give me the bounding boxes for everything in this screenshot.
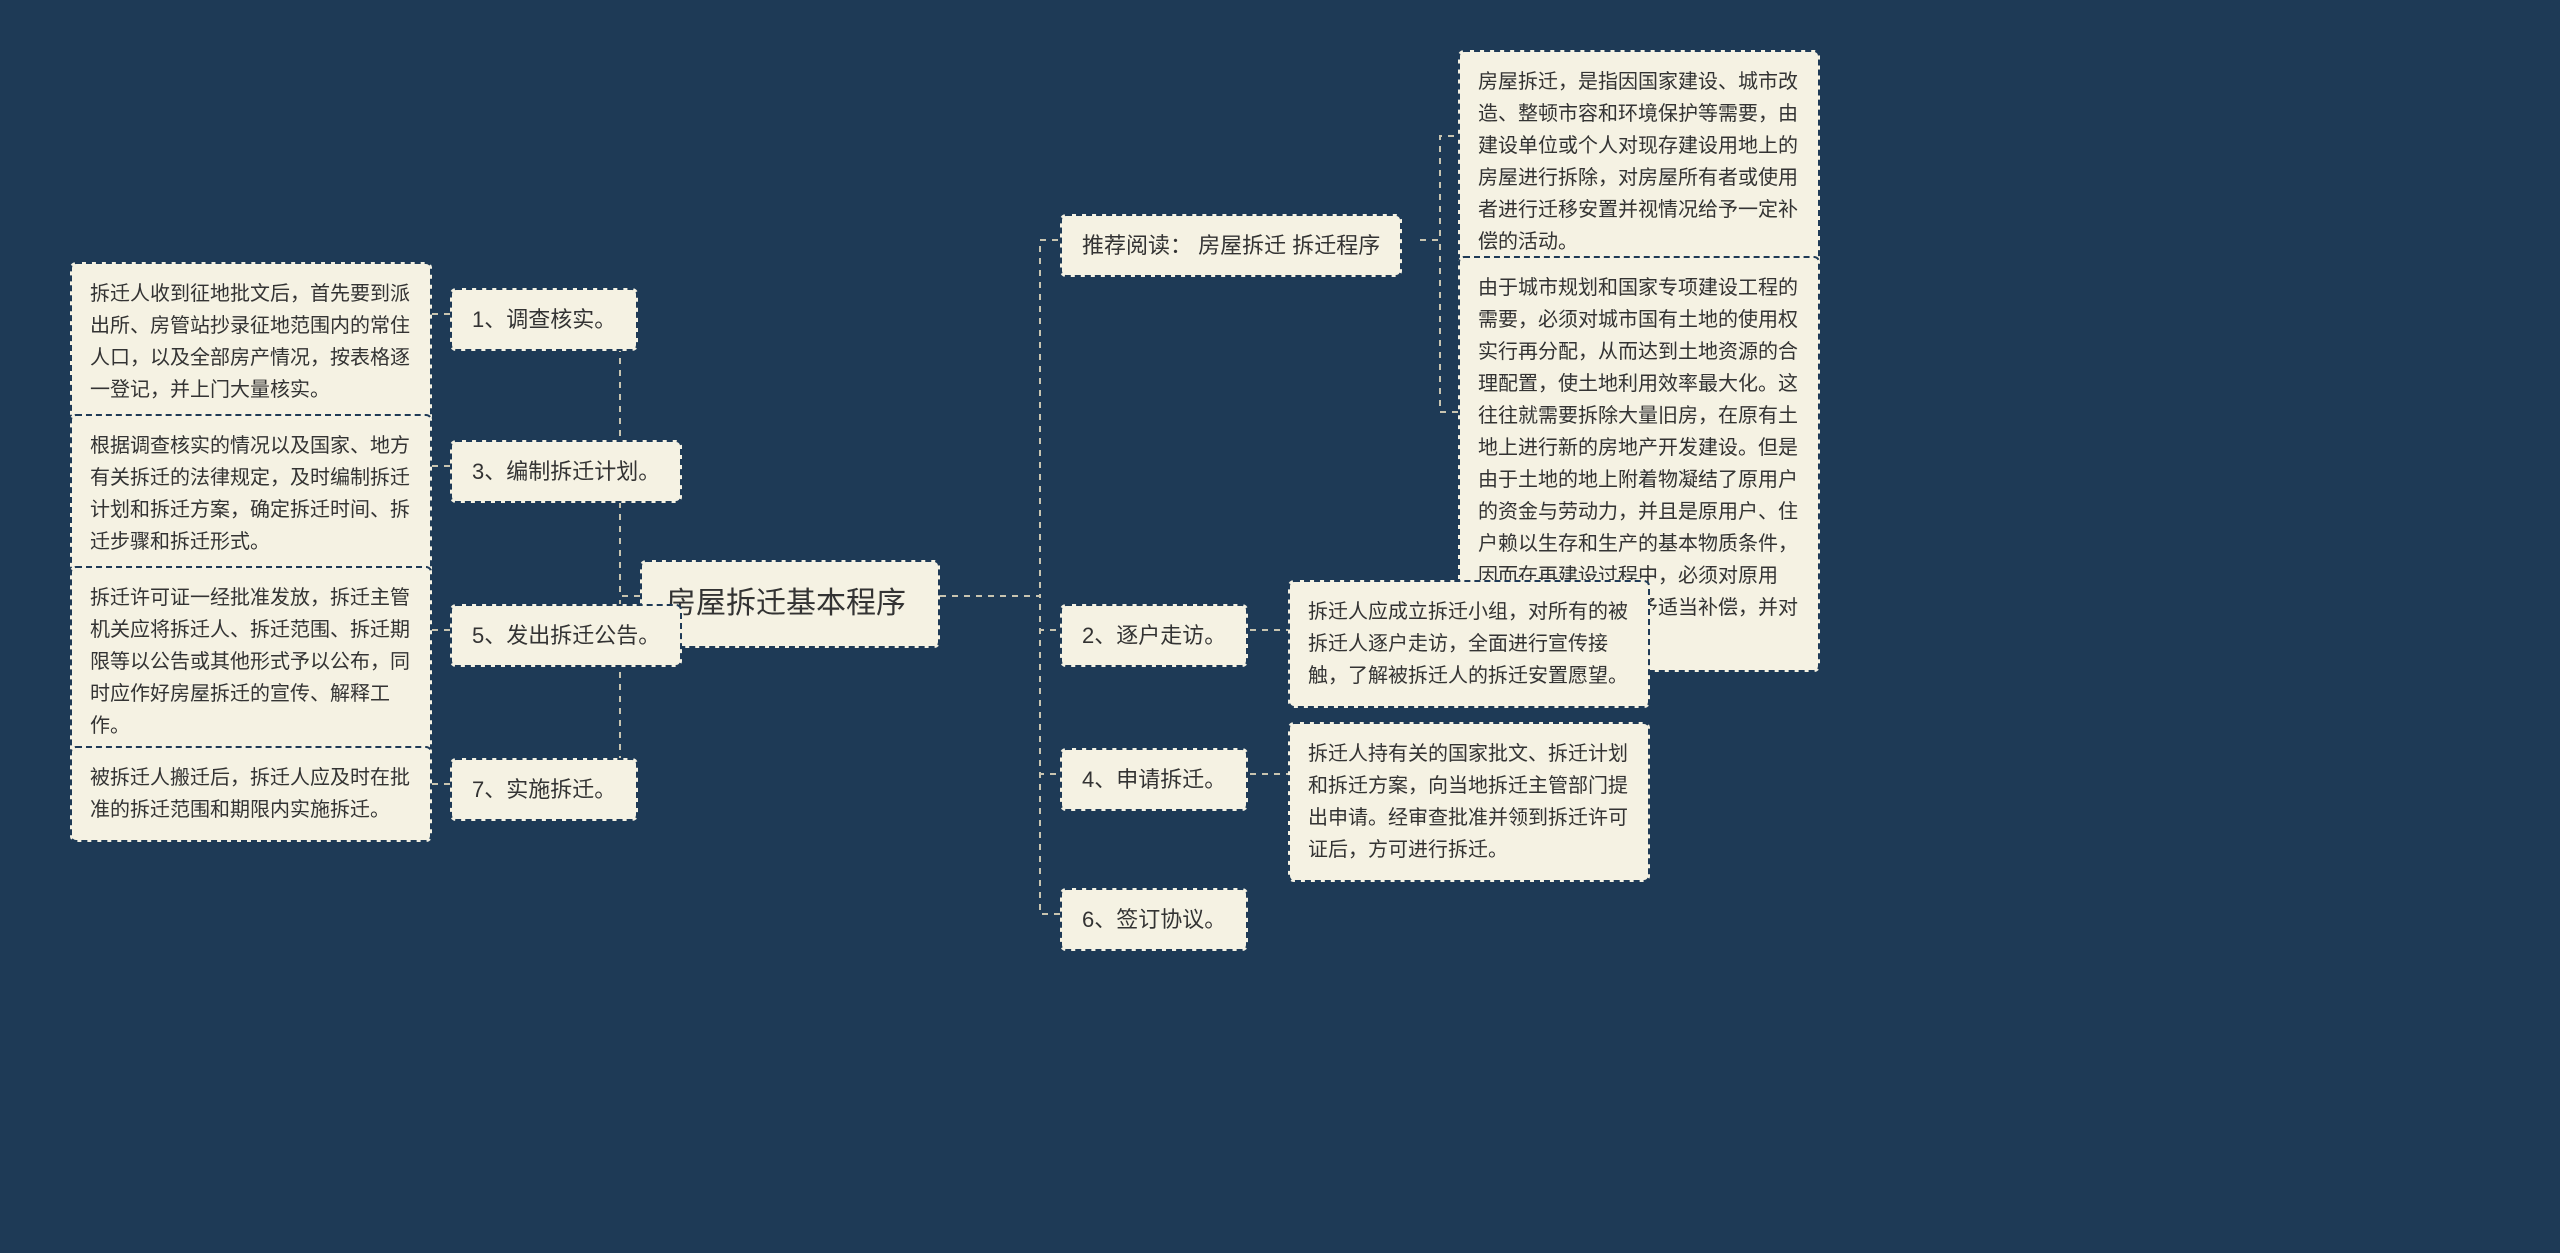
leaf-text: 拆迁人收到征地批文后，首先要到派出所、房管站抄录征地范围内的常住人口，以及全部房… bbox=[90, 283, 410, 401]
branch-r6: 6、签订协议。 bbox=[1060, 888, 1248, 951]
leaf-text: 拆迁人应成立拆迁小组，对所有的被拆迁人逐户走访，全面进行宣传接触，了解被拆迁人的… bbox=[1308, 601, 1628, 687]
branch-label: 5、发出拆迁公告。 bbox=[472, 623, 660, 648]
branch-r2: 2、逐户走访。 bbox=[1060, 604, 1248, 667]
branch-l3: 3、编制拆迁计划。 bbox=[450, 440, 682, 503]
leaf-text: 拆迁人持有关的国家批文、拆迁计划和拆迁方案，向当地拆迁主管部门提出申请。经审查批… bbox=[1308, 743, 1628, 861]
branch-r4: 4、申请拆迁。 bbox=[1060, 748, 1248, 811]
branch-label: 6、签订协议。 bbox=[1082, 907, 1226, 932]
leaf-text: 被拆迁人搬迁后，拆迁人应及时在批准的拆迁范围和期限内实施拆迁。 bbox=[90, 767, 410, 821]
leaf-text: 房屋拆迁，是指因国家建设、城市改造、整顿市容和环境保护等需要，由建设单位或个人对… bbox=[1478, 71, 1798, 253]
center-node: 房屋拆迁基本程序 bbox=[640, 560, 940, 648]
leaf-r4: 拆迁人持有关的国家批文、拆迁计划和拆迁方案，向当地拆迁主管部门提出申请。经审查批… bbox=[1288, 722, 1650, 882]
leaf-text: 拆迁许可证一经批准发放，拆迁主管机关应将拆迁人、拆迁范围、拆迁期限等以公告或其他… bbox=[90, 587, 410, 737]
leaf-l3: 根据调查核实的情况以及国家、地方有关拆迁的法律规定，及时编制拆迁计划和拆迁方案，… bbox=[70, 414, 432, 574]
leaf-l5: 拆迁许可证一经批准发放，拆迁主管机关应将拆迁人、拆迁范围、拆迁期限等以公告或其他… bbox=[70, 566, 432, 758]
leaf-text: 根据调查核实的情况以及国家、地方有关拆迁的法律规定，及时编制拆迁计划和拆迁方案，… bbox=[90, 435, 410, 553]
leaf-r0-0: 房屋拆迁，是指因国家建设、城市改造、整顿市容和环境保护等需要，由建设单位或个人对… bbox=[1458, 50, 1820, 274]
branch-label: 3、编制拆迁计划。 bbox=[472, 459, 660, 484]
branch-label: 推荐阅读： 房屋拆迁 拆迁程序 bbox=[1082, 233, 1380, 258]
branch-r0: 推荐阅读： 房屋拆迁 拆迁程序 bbox=[1060, 214, 1402, 277]
branch-l1: 1、调查核实。 bbox=[450, 288, 638, 351]
branch-label: 2、逐户走访。 bbox=[1082, 623, 1226, 648]
branch-l5: 5、发出拆迁公告。 bbox=[450, 604, 682, 667]
branch-label: 4、申请拆迁。 bbox=[1082, 767, 1226, 792]
leaf-r2: 拆迁人应成立拆迁小组，对所有的被拆迁人逐户走访，全面进行宣传接触，了解被拆迁人的… bbox=[1288, 580, 1650, 708]
branch-label: 1、调查核实。 bbox=[472, 307, 616, 332]
branch-label: 7、实施拆迁。 bbox=[472, 777, 616, 802]
branch-l7: 7、实施拆迁。 bbox=[450, 758, 638, 821]
leaf-l1: 拆迁人收到征地批文后，首先要到派出所、房管站抄录征地范围内的常住人口，以及全部房… bbox=[70, 262, 432, 422]
leaf-l7: 被拆迁人搬迁后，拆迁人应及时在批准的拆迁范围和期限内实施拆迁。 bbox=[70, 746, 432, 842]
center-label: 房屋拆迁基本程序 bbox=[666, 587, 906, 620]
